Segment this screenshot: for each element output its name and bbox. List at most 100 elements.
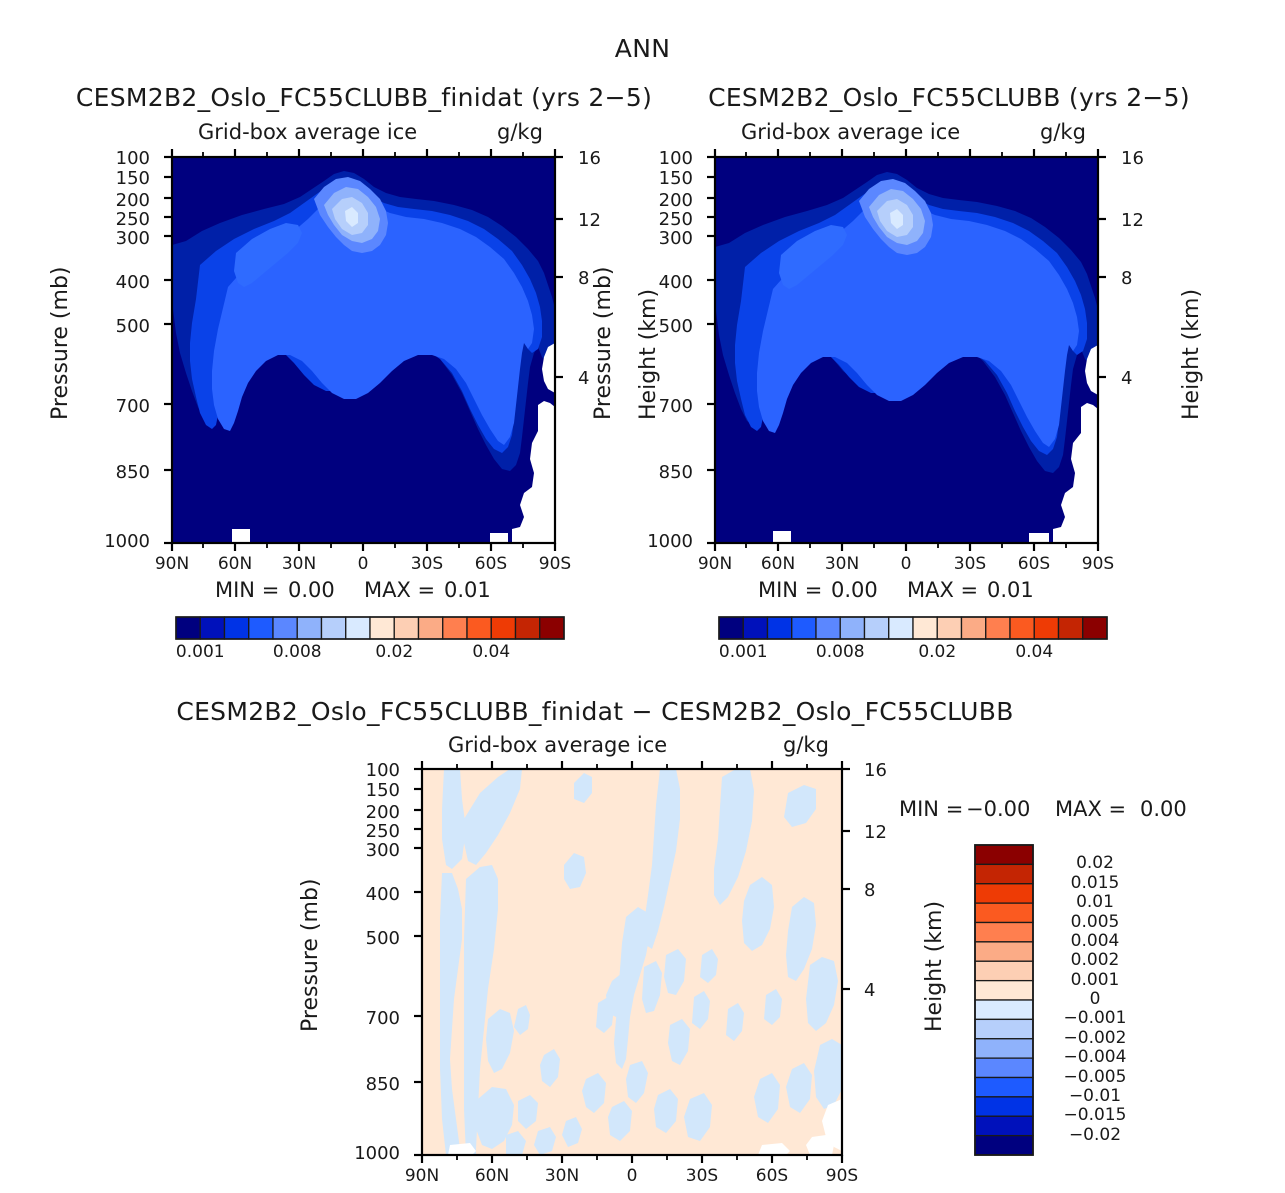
panel-top-right-colorbar-labels: 0.001 0.008 0.02 0.04 xyxy=(719,642,1107,668)
panel-top-left-min-value: 0.00 xyxy=(288,578,335,602)
colorbar-cell[interactable] xyxy=(199,616,226,640)
colorbar-cell[interactable] xyxy=(974,1096,1034,1117)
y-tick-300-p3: 300 xyxy=(365,840,400,861)
colorbar-tick-label: −0.005 xyxy=(1063,1066,1127,1087)
colorbar-cell[interactable] xyxy=(272,616,298,640)
colorbar-cell[interactable] xyxy=(248,616,274,640)
colorbar-cell[interactable] xyxy=(839,616,866,640)
x-tick-60N: 60N xyxy=(217,554,253,574)
y-tick-1000-p2: 1000 xyxy=(647,531,693,552)
panel-top-left-axes xyxy=(164,149,563,551)
panel-top-left-plot xyxy=(170,155,557,545)
colorbar-cell[interactable] xyxy=(888,616,914,640)
colorbar-cell[interactable] xyxy=(960,616,987,640)
panel-difference-title: CESM2B2_Oslo_FC55CLUBB_finidat − CESM2B2… xyxy=(176,697,1014,726)
colorbar-cell[interactable] xyxy=(466,616,492,640)
x-tick-0: 0 xyxy=(357,554,369,574)
colorbar-cell[interactable] xyxy=(974,1057,1034,1079)
y-tick-500-p3: 500 xyxy=(365,928,400,949)
colorbar-cell[interactable] xyxy=(369,616,395,640)
colorbar-cell[interactable] xyxy=(974,902,1034,924)
y2-tick-16-p3: 16 xyxy=(864,760,887,781)
panel-top-left-max-value: 0.01 xyxy=(444,578,491,602)
panel-top-right-colorbar[interactable] xyxy=(718,616,1108,640)
colorbar-cell[interactable] xyxy=(815,616,841,640)
panel-difference-colorbar[interactable] xyxy=(974,844,1034,1156)
colorbar-cell[interactable] xyxy=(974,1115,1034,1137)
colorbar-tick-label: 0.015 xyxy=(1070,872,1120,893)
y-tick-700-p3: 700 xyxy=(365,1008,400,1029)
x-tick-60N-p2: 60N xyxy=(760,554,796,574)
y-tick-100: 100 xyxy=(115,148,150,169)
y-tick-250-p2: 250 xyxy=(658,209,693,230)
colorbar-cell[interactable] xyxy=(974,883,1034,904)
colorbar-cell[interactable] xyxy=(514,616,541,640)
y-tick-250: 250 xyxy=(115,209,150,230)
colorbar-cell[interactable] xyxy=(974,1076,1034,1098)
colorbar-cell[interactable] xyxy=(742,616,769,640)
colorbar-cell[interactable] xyxy=(1057,616,1084,640)
y-tick-250-p3: 250 xyxy=(365,821,400,842)
colorbar-tick-label: 0.008 xyxy=(815,642,865,662)
colorbar-cell[interactable] xyxy=(490,616,517,640)
colorbar-tick-label: 0.02 xyxy=(918,642,957,662)
colorbar-cell[interactable] xyxy=(791,616,817,640)
colorbar-cell[interactable] xyxy=(974,979,1034,1001)
y-tick-400-p3: 400 xyxy=(365,884,400,905)
colorbar-cell[interactable] xyxy=(345,616,371,640)
colorbar-cell[interactable] xyxy=(442,616,468,640)
colorbar-cell[interactable] xyxy=(175,616,201,640)
y-tick-100-p3: 100 xyxy=(365,760,400,781)
colorbar-cell[interactable] xyxy=(974,999,1034,1021)
season-title: ANN xyxy=(614,34,671,63)
y-axis-label-p2: Pressure (mb) xyxy=(591,266,616,421)
colorbar-cell[interactable] xyxy=(985,616,1011,640)
y2-axis-label-p3: Height (km) xyxy=(922,900,947,1032)
x-tick-60S: 60S xyxy=(474,554,508,574)
colorbar-cell[interactable] xyxy=(417,616,444,640)
colorbar-cell[interactable] xyxy=(718,616,744,640)
colorbar-cell[interactable] xyxy=(974,863,1034,885)
x-tick-90S-p3: 90S xyxy=(825,1166,859,1186)
y-tick-150: 150 xyxy=(115,168,150,189)
y2-tick-16: 16 xyxy=(578,148,601,169)
y2-tick-12-p3: 12 xyxy=(864,822,887,843)
colorbar-cell[interactable] xyxy=(912,616,938,640)
panel-top-right-units-label: g/kg xyxy=(1040,120,1086,144)
y2-tick-8-p2: 8 xyxy=(1121,268,1133,289)
colorbar-cell[interactable] xyxy=(863,616,890,640)
x-tick-0-p2: 0 xyxy=(900,554,912,574)
colorbar-cell[interactable] xyxy=(974,844,1034,866)
panel-top-right-variable-label: Grid-box average ice xyxy=(741,120,961,144)
colorbar-cell[interactable] xyxy=(974,921,1034,943)
y2-tick-4-p3: 4 xyxy=(864,980,876,1001)
x-tick-90N-p3: 90N xyxy=(404,1166,440,1186)
y2-tick-8: 8 xyxy=(578,268,590,289)
panel-top-left-colorbar[interactable] xyxy=(175,616,565,640)
colorbar-cell[interactable] xyxy=(320,616,347,640)
colorbar-cell[interactable] xyxy=(974,941,1034,962)
colorbar-cell[interactable] xyxy=(974,960,1034,982)
colorbar-cell[interactable] xyxy=(974,1018,1034,1040)
y-axis-label: Pressure (mb) xyxy=(48,266,73,421)
colorbar-cell[interactable] xyxy=(1033,616,1060,640)
panel-difference-units-label: g/kg xyxy=(783,733,829,757)
colorbar-cell[interactable] xyxy=(223,616,250,640)
colorbar-cell[interactable] xyxy=(766,616,793,640)
colorbar-cell[interactable] xyxy=(936,616,963,640)
x-tick-90N-p2: 90N xyxy=(697,554,733,574)
colorbar-cell[interactable] xyxy=(1009,616,1035,640)
colorbar-cell[interactable] xyxy=(1082,616,1108,640)
y-tick-500-p2: 500 xyxy=(658,316,693,337)
colorbar-cell[interactable] xyxy=(539,616,565,640)
y-tick-850-p2: 850 xyxy=(658,462,693,483)
panel-difference-max-value: 0.00 xyxy=(1140,797,1187,821)
x-tick-90S-p2: 90S xyxy=(1081,554,1115,574)
colorbar-cell[interactable] xyxy=(296,616,323,640)
x-tick-30S-p2: 30S xyxy=(953,554,987,574)
colorbar-cell[interactable] xyxy=(974,1134,1034,1156)
panel-top-right-min-value: 0.00 xyxy=(831,578,878,602)
colorbar-cell[interactable] xyxy=(974,1038,1034,1059)
y-tick-1000: 1000 xyxy=(104,531,150,552)
colorbar-cell[interactable] xyxy=(393,616,420,640)
